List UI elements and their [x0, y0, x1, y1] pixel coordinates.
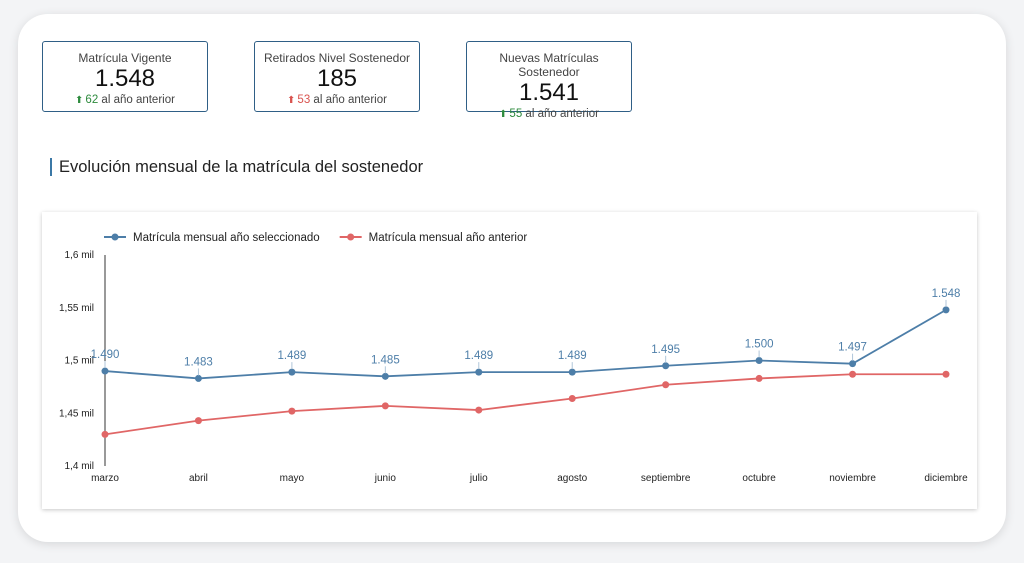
series-line-0	[104, 309, 947, 380]
data-point-s1-9	[942, 370, 950, 378]
x-tick-label-agosto: agosto	[557, 473, 587, 484]
legend-marker-0	[111, 233, 119, 241]
data-point-s1-7	[755, 374, 763, 382]
data-point-s0-0	[101, 367, 109, 375]
data-point-s1-0	[101, 430, 109, 438]
data-label-5: 1.489	[558, 350, 587, 362]
kpi-delta: ⬆ 53 al año anterior	[255, 93, 419, 108]
y-tick-label: 1,55 mil	[59, 303, 94, 314]
legend-marker-1	[347, 233, 355, 241]
line-chart[interactable]: Matrícula mensual año seleccionado Matríc…	[42, 212, 977, 509]
kpi-delta-text: al año anterior	[313, 94, 387, 106]
data-label-4: 1.489	[464, 350, 493, 362]
chart-card: Matrícula mensual año seleccionado Matríc…	[42, 212, 977, 509]
data-point-s1-8	[849, 370, 857, 378]
x-tick-label-mayo: mayo	[280, 473, 305, 484]
x-tick-label-noviembre: noviembre	[829, 473, 876, 484]
data-point-s1-3	[381, 402, 389, 410]
data-point-s1-4	[475, 406, 483, 414]
kpi-title: Nuevas Matrículas Sostenedor	[499, 51, 599, 79]
kpi-delta-text: al año anterior	[101, 94, 175, 106]
data-label-8: 1.497	[838, 342, 867, 354]
kpi-delta-value: 55	[509, 108, 523, 120]
x-tick-label-julio: julio	[469, 473, 488, 484]
series-line-1	[104, 373, 946, 436]
data-point-s0-4	[475, 368, 483, 376]
data-point-s0-3	[381, 372, 389, 380]
kpi-title: Matrícula Vigente	[78, 51, 172, 65]
x-tick-label-marzo: marzo	[91, 473, 119, 484]
data-label-7: 1.500	[745, 339, 774, 351]
kpi-delta: ⬆ 62 al año anterior	[43, 93, 207, 108]
legend-label-1: Matrícula mensual año anterior	[369, 232, 528, 244]
data-point-s0-2	[288, 368, 296, 376]
kpi-title: Retirados Nivel Sostenedor	[263, 51, 411, 65]
x-tick-label-junio: junio	[374, 473, 397, 484]
y-tick-label: 1,4 mil	[65, 461, 94, 472]
data-point-s0-6	[662, 362, 670, 370]
kpi-card-nuevas-matriculas[interactable]: Nuevas Matrículas Sostenedor 1.541 ⬆ 55 a…	[466, 41, 632, 120]
data-label-1: 1.483	[184, 356, 213, 368]
data-point-s1-5	[568, 394, 576, 402]
kpi-value: 185	[316, 65, 358, 92]
arrow-up-icon: ⬆	[75, 95, 84, 106]
data-point-s1-6	[662, 381, 670, 389]
data-point-s0-1	[194, 374, 202, 382]
kpi-delta-value: 53	[297, 94, 311, 106]
kpi-delta: ⬆ 55 al año anterior	[467, 107, 631, 122]
data-label-6: 1.495	[651, 344, 680, 356]
data-point-s1-1	[194, 417, 202, 425]
data-label-0: 1.490	[91, 349, 120, 361]
data-point-s0-5	[568, 368, 576, 376]
arrow-up-icon: ⬆	[499, 109, 508, 120]
kpi-value: 1.548	[94, 65, 156, 92]
x-tick-label-septiembre: septiembre	[641, 473, 691, 484]
arrow-up-icon: ⬆	[287, 95, 296, 106]
x-tick-label-octubre: octubre	[742, 473, 776, 484]
data-label-2: 1.489	[277, 350, 306, 362]
y-tick-label: 1,5 mil	[65, 356, 94, 367]
data-label-3: 1.485	[371, 354, 400, 366]
kpi-delta-text: al año anterior	[525, 108, 599, 120]
y-tick-label: 1,6 mil	[65, 250, 94, 261]
data-point-s0-7	[755, 357, 763, 364]
legend-label-0: Matrícula mensual año seleccionado	[133, 232, 320, 244]
section-title: Evolución mensual de la matrícula del so…	[50, 158, 423, 176]
x-tick-label-abril: abril	[189, 473, 208, 484]
data-point-s1-2	[288, 407, 296, 415]
data-label-9: 1.548	[932, 288, 961, 300]
data-point-s0-8	[849, 360, 857, 368]
kpi-value: 1.541	[518, 79, 580, 106]
data-point-s0-9	[942, 306, 950, 314]
x-tick-label-diciembre: diciembre	[924, 473, 968, 484]
kpi-card-retirados[interactable]: Retirados Nivel Sostenedor 185 ⬆ 53 al añ…	[254, 41, 420, 112]
y-tick-label: 1,45 mil	[59, 408, 94, 419]
kpi-delta-value: 62	[85, 94, 99, 106]
kpi-card-matricula-vigente[interactable]: Matrícula Vigente 1.548 ⬆ 62 al año anter…	[42, 41, 208, 112]
